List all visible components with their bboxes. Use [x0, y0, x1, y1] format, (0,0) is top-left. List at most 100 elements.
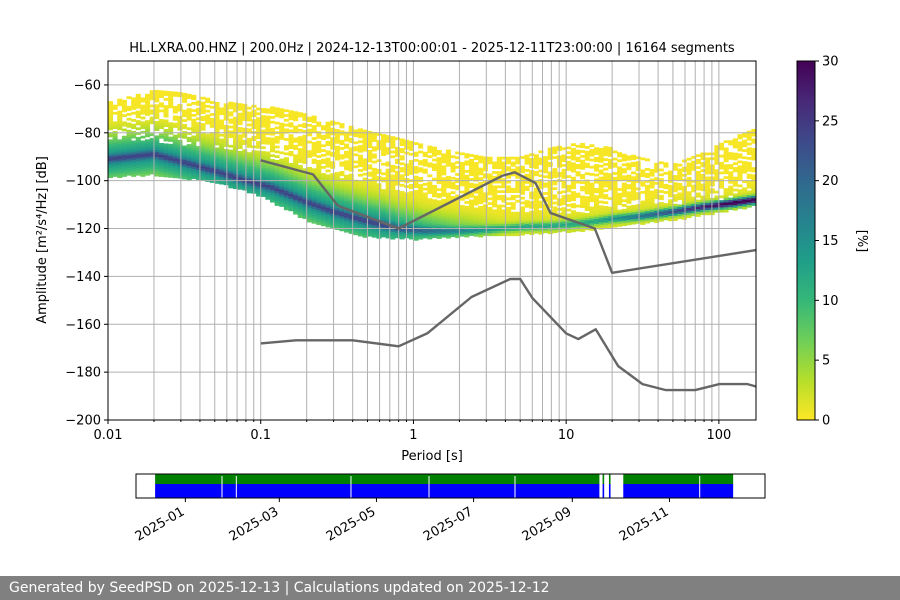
- heatmap-cell: [320, 220, 326, 224]
- heatmap-cell: [718, 202, 724, 206]
- heatmap-cell: [126, 136, 132, 140]
- heatmap-cell: [385, 190, 391, 193]
- heatmap-cell: [339, 173, 345, 177]
- heatmap-cell: [450, 176, 456, 180]
- heatmap-cell: [260, 163, 266, 166]
- heatmap-cell: [686, 184, 692, 187]
- heatmap-cell: [108, 115, 114, 119]
- heatmap-cell: [718, 200, 724, 203]
- heatmap-cell: [478, 177, 484, 181]
- heatmap-cell: [121, 128, 127, 132]
- heatmap-cell: [149, 133, 155, 137]
- heatmap-cell: [445, 214, 451, 217]
- heatmap-cell: [432, 199, 438, 203]
- heatmap-cell: [612, 186, 618, 190]
- heatmap-cell: [237, 134, 243, 138]
- heatmap-cell: [242, 170, 248, 174]
- heatmap-cell: [334, 184, 340, 187]
- heatmap-cell: [515, 211, 521, 215]
- heatmap-cell: [274, 183, 280, 187]
- heatmap-cell: [302, 192, 308, 195]
- heatmap-cell: [256, 174, 262, 178]
- heatmap-cell: [751, 183, 757, 187]
- heatmap-cell: [154, 149, 160, 153]
- heatmap-cell: [635, 206, 641, 210]
- heatmap-cell: [732, 138, 738, 142]
- heatmap-cell: [455, 180, 461, 184]
- heatmap-cell: [371, 139, 377, 142]
- heatmap-cell: [367, 178, 373, 182]
- heatmap-cell: [570, 222, 576, 226]
- heatmap-cell: [191, 145, 197, 148]
- heatmap-cell: [219, 155, 225, 159]
- heatmap-cell: [547, 200, 553, 204]
- heatmap-cell: [538, 217, 544, 221]
- heatmap-cell: [570, 162, 576, 166]
- heatmap-cell: [478, 210, 484, 214]
- heatmap-cell: [302, 115, 308, 119]
- heatmap-cell: [191, 154, 197, 158]
- heatmap-cell: [450, 186, 456, 190]
- heatmap-cell: [334, 191, 340, 195]
- heatmap-cell: [746, 164, 752, 167]
- heatmap-cell: [584, 165, 590, 168]
- heatmap-cell: [691, 160, 697, 164]
- heatmap-cell: [344, 160, 350, 164]
- heatmap-cell: [668, 175, 674, 179]
- heatmap-cell: [108, 163, 114, 167]
- heatmap-cell: [297, 181, 303, 185]
- heatmap-cell: [163, 90, 169, 94]
- heatmap-cell: [140, 123, 146, 127]
- heatmap-cell: [529, 217, 535, 221]
- heatmap-cell: [644, 201, 650, 205]
- heatmap-cell: [200, 168, 206, 172]
- heatmap-cell: [598, 191, 604, 194]
- heatmap-cell: [672, 177, 678, 181]
- heatmap-cell: [316, 210, 322, 213]
- heatmap-cell: [524, 161, 530, 165]
- heatmap-cell: [561, 195, 567, 198]
- heatmap-cell: [334, 196, 340, 199]
- heatmap-cell: [561, 171, 567, 175]
- heatmap-cell: [353, 165, 359, 169]
- heatmap-cell: [705, 202, 711, 206]
- heatmap-cell: [584, 189, 590, 192]
- heatmap-cell: [432, 149, 438, 152]
- heatmap-cell: [705, 181, 711, 185]
- heatmap-cell: [607, 206, 613, 210]
- heatmap-cell: [626, 186, 632, 190]
- heatmap-cell: [617, 195, 623, 199]
- heatmap-cell: [112, 121, 118, 125]
- heatmap-cell: [751, 128, 757, 132]
- heatmap-cell: [644, 206, 650, 210]
- heatmap-cell: [510, 197, 516, 201]
- heatmap-cell: [214, 157, 220, 160]
- heatmap-cell: [566, 160, 572, 164]
- heatmap-cell: [681, 195, 687, 199]
- heatmap-cell: [617, 154, 623, 158]
- heatmap-cell: [445, 235, 451, 239]
- heatmap-cell: [705, 162, 711, 165]
- heatmap-cell: [330, 177, 336, 181]
- heatmap-cell: [219, 174, 225, 178]
- heatmap-cell: [464, 177, 470, 180]
- heatmap-cell: [246, 185, 252, 189]
- heatmap-cell: [496, 218, 502, 222]
- heatmap-cell: [603, 208, 609, 212]
- heatmap-cell: [681, 214, 687, 218]
- heatmap-cell: [232, 116, 238, 120]
- heatmap-cell: [700, 169, 706, 172]
- heatmap-cell: [455, 220, 461, 224]
- heatmap-cell: [445, 197, 451, 201]
- heatmap-cell: [394, 218, 400, 222]
- heatmap-cell: [714, 147, 720, 151]
- heatmap-cell: [501, 180, 507, 184]
- heatmap-cell: [371, 160, 377, 164]
- heatmap-cell: [362, 199, 368, 202]
- heatmap-cell: [681, 173, 687, 177]
- heatmap-cell: [279, 110, 285, 114]
- heatmap-cell: [182, 119, 188, 122]
- heatmap-cell: [575, 156, 581, 160]
- heatmap-cell: [126, 132, 132, 135]
